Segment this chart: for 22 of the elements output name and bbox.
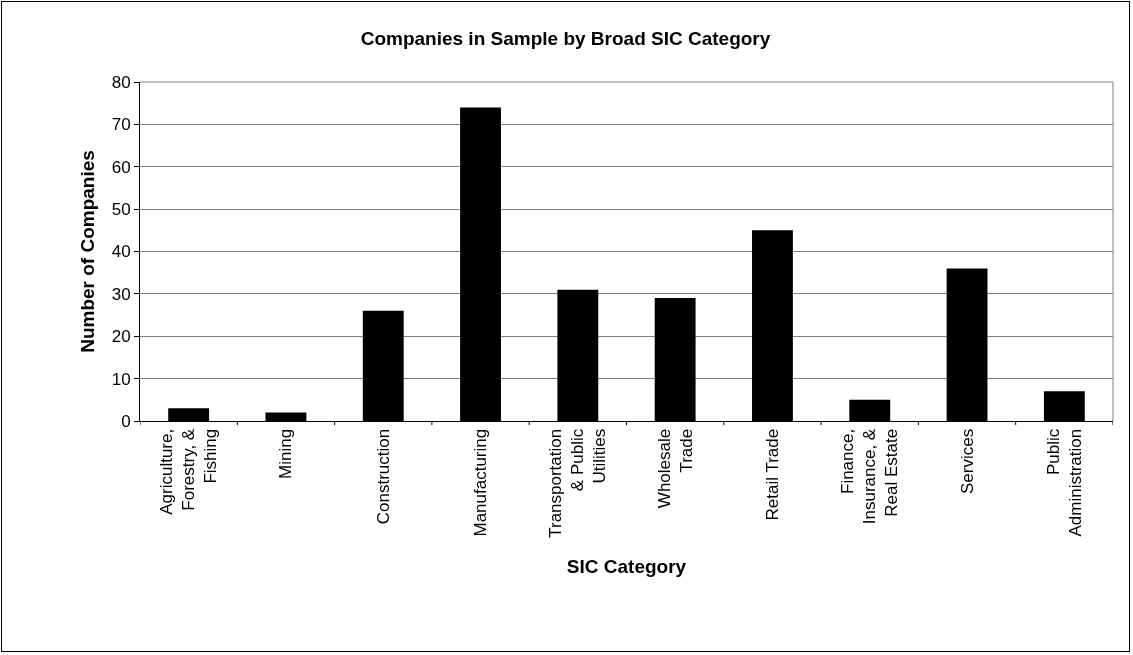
x-tick-label: Wholesale Trade [654, 428, 696, 509]
x-tick-label: Finance, Insurance, & Real Estate [838, 428, 902, 525]
chart-title: Companies in Sample by Broad SIC Category [360, 27, 771, 49]
x-tick-label: Construction [373, 428, 393, 525]
x-tick-label: Retail Trade [762, 428, 782, 521]
y-tick-label: 80 [111, 72, 131, 92]
x-tick-label: Public Administration [1043, 428, 1085, 537]
x-axis-title: SIC Category [566, 555, 687, 577]
x-tick-label: Mining [276, 428, 296, 479]
y-tick-label: 60 [111, 157, 131, 177]
y-axis-title: Number of Companies [76, 150, 98, 353]
y-tick-label: 10 [111, 369, 131, 389]
x-tick-label: Services [957, 428, 977, 494]
y-tick-label: 0 [121, 411, 131, 431]
y-tick-label: 70 [111, 115, 131, 135]
y-tick-label: 30 [111, 284, 131, 304]
y-tick-label: 50 [111, 200, 131, 220]
y-tick-label: 40 [111, 242, 131, 262]
y-tick-label: 20 [111, 327, 131, 347]
x-tick-label: Manufacturing [471, 428, 491, 537]
x-tick-label: Agriculture, Forestry, & Fishing [157, 428, 221, 515]
x-tick-label: Transportation & Public Utilities [546, 428, 610, 538]
